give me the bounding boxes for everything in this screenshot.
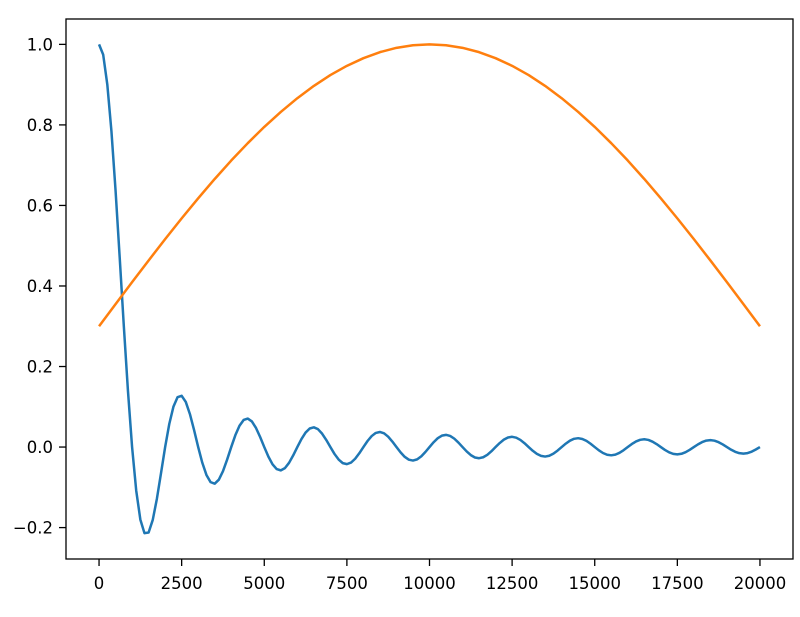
- y-tick-label: −0.2: [13, 519, 53, 538]
- x-tick-label: 2500: [161, 574, 203, 593]
- y-axis-ticks: −0.2 0.0 0.2 0.4 0.6 0.8 1.0: [13, 35, 66, 538]
- x-tick-label: 10000: [403, 574, 456, 593]
- x-axis-ticks: 0 2500 5000 7500 10000 12500 15000 17500 20000: [94, 559, 786, 593]
- x-tick-label: 7500: [326, 574, 368, 593]
- series-layer: [97, 43, 761, 535]
- x-tick-label: 12500: [486, 574, 539, 593]
- x-tick-label: 0: [94, 574, 105, 593]
- x-tick-label: 5000: [243, 574, 285, 593]
- y-tick-label: 1.0: [27, 35, 53, 54]
- x-tick-label: 17500: [651, 574, 704, 593]
- series-line-2: [98, 43, 761, 327]
- y-tick-label: 0.0: [27, 438, 53, 457]
- y-tick-label: 0.6: [27, 196, 53, 215]
- x-tick-label: 15000: [568, 574, 621, 593]
- x-tick-label: 20000: [734, 574, 787, 593]
- y-tick-label: 0.4: [27, 277, 53, 296]
- y-tick-label: 0.8: [27, 116, 53, 135]
- y-tick-label: 0.2: [27, 358, 53, 377]
- series-line-1: [97, 43, 761, 535]
